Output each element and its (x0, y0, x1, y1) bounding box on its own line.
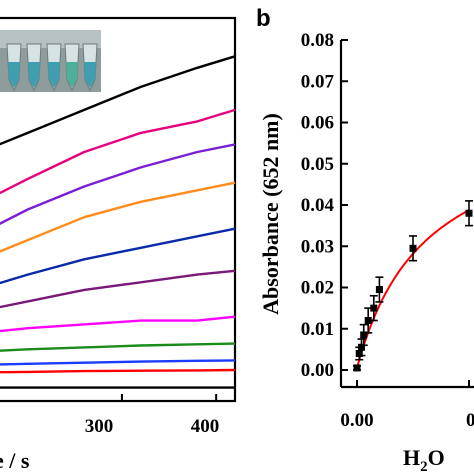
y-tick-label-b-7: 0.07 (301, 71, 335, 92)
tube-liquid-4 (66, 62, 78, 88)
x-tick-label-400: 400 (191, 416, 220, 437)
data-point-1 (353, 364, 361, 372)
kinetic-curve-6 (0, 269, 236, 309)
panel-a-series (0, 55, 236, 389)
data-point-8 (409, 235, 417, 262)
x-tick-label-300: 300 (85, 416, 114, 437)
kinetic-curve-3 (0, 143, 236, 225)
fit-curve (356, 209, 470, 369)
tube-liquid-3 (48, 62, 60, 88)
kinetic-curve-9 (0, 359, 236, 366)
kinetic-curve-10 (0, 368, 236, 374)
data-point-7 (375, 276, 384, 303)
inset-photo (0, 30, 101, 92)
data-point-6 (369, 294, 378, 322)
x-axis-title-b: H2O (403, 445, 445, 474)
data-point-9 (465, 200, 473, 227)
y-tick-label-b-8: 0.08 (301, 30, 334, 51)
y-tick-label-b-0: 0.00 (301, 360, 334, 381)
tube-liquid-1 (8, 62, 20, 88)
kinetic-curve-1 (0, 55, 236, 146)
tube-liquid-2 (28, 62, 40, 88)
panel-a: 300 400 e / s (0, 16, 237, 473)
kinetic-curve-7 (0, 315, 236, 333)
kinetic-curve-2 (0, 108, 236, 195)
y-tick-label-b-4: 0.04 (301, 195, 335, 216)
panel-a-frame (0, 16, 237, 403)
kinetic-curve-8 (0, 342, 236, 352)
y-axis-title-b: Absorbance (652 nm) (258, 113, 283, 315)
panel-b: b 0.00 0.01 0.02 0.03 0.04 0.05 0.06 0.07 0.08 0… (256, 5, 474, 474)
data-point-4 (359, 323, 368, 347)
y-tick-label-b-6: 0.06 (301, 113, 334, 134)
kinetic-curve-5 (0, 227, 236, 285)
y-tick-label-b-5: 0.05 (301, 154, 334, 175)
y-tick-label-b-1: 0.01 (301, 319, 334, 340)
x-axis-title-a: e / s (0, 448, 30, 473)
kinetic-curve-4 (0, 181, 236, 253)
y-tick-label-b-3: 0.03 (301, 236, 334, 257)
x-tick-label-b-1: 0.0 (466, 410, 474, 431)
y-tick-label-b-2: 0.02 (301, 278, 334, 299)
tube-liquid-5 (84, 62, 96, 88)
panel-label-b: b (256, 5, 271, 32)
x-tick-label-b-0: 0.00 (340, 410, 373, 431)
